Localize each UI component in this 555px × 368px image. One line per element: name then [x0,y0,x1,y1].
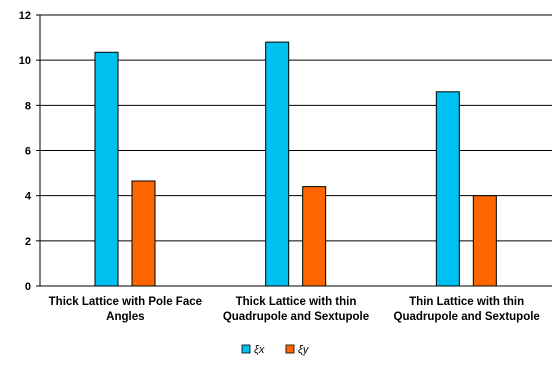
legend-label: ξx [254,344,265,356]
legend: ξx ξy [241,344,310,356]
y-tick-label: 6 [25,146,31,158]
bar-xi-y [472,195,497,287]
y-tick-labels: 0 2 4 6 8 10 12 [19,10,32,293]
x-category-label: Quadrupole and Sextupole [223,311,369,323]
y-tick-label: 12 [19,10,31,22]
bars [94,41,497,287]
bar-xi-x [94,51,119,287]
axes [36,14,552,287]
legend-swatch [285,344,295,354]
x-category-label: Angles [106,311,144,323]
bar-xi-y [131,180,156,287]
y-tick-label: 4 [25,191,32,203]
legend-swatch [241,344,251,354]
y-tick-label: 2 [25,236,31,248]
x-category-label: Quadrupole and Sextupole [394,311,540,323]
x-category-label: Thick Lattice with thin [236,296,357,308]
x-category-label: Thick Lattice with Pole Face [49,296,202,308]
legend-label: ξy [298,344,310,356]
gridlines [40,14,552,242]
y-tick-label: 8 [25,100,31,112]
x-category-labels: Thick Lattice with Pole Face Angles Thick … [49,296,540,323]
x-category-label: Thin Lattice with thin [409,296,524,308]
y-tick-label: 0 [25,281,31,293]
bar-xi-x [435,91,460,287]
y-tick-label: 10 [19,55,31,67]
bar-xi-x [265,41,290,287]
bar-xi-y [302,186,327,287]
